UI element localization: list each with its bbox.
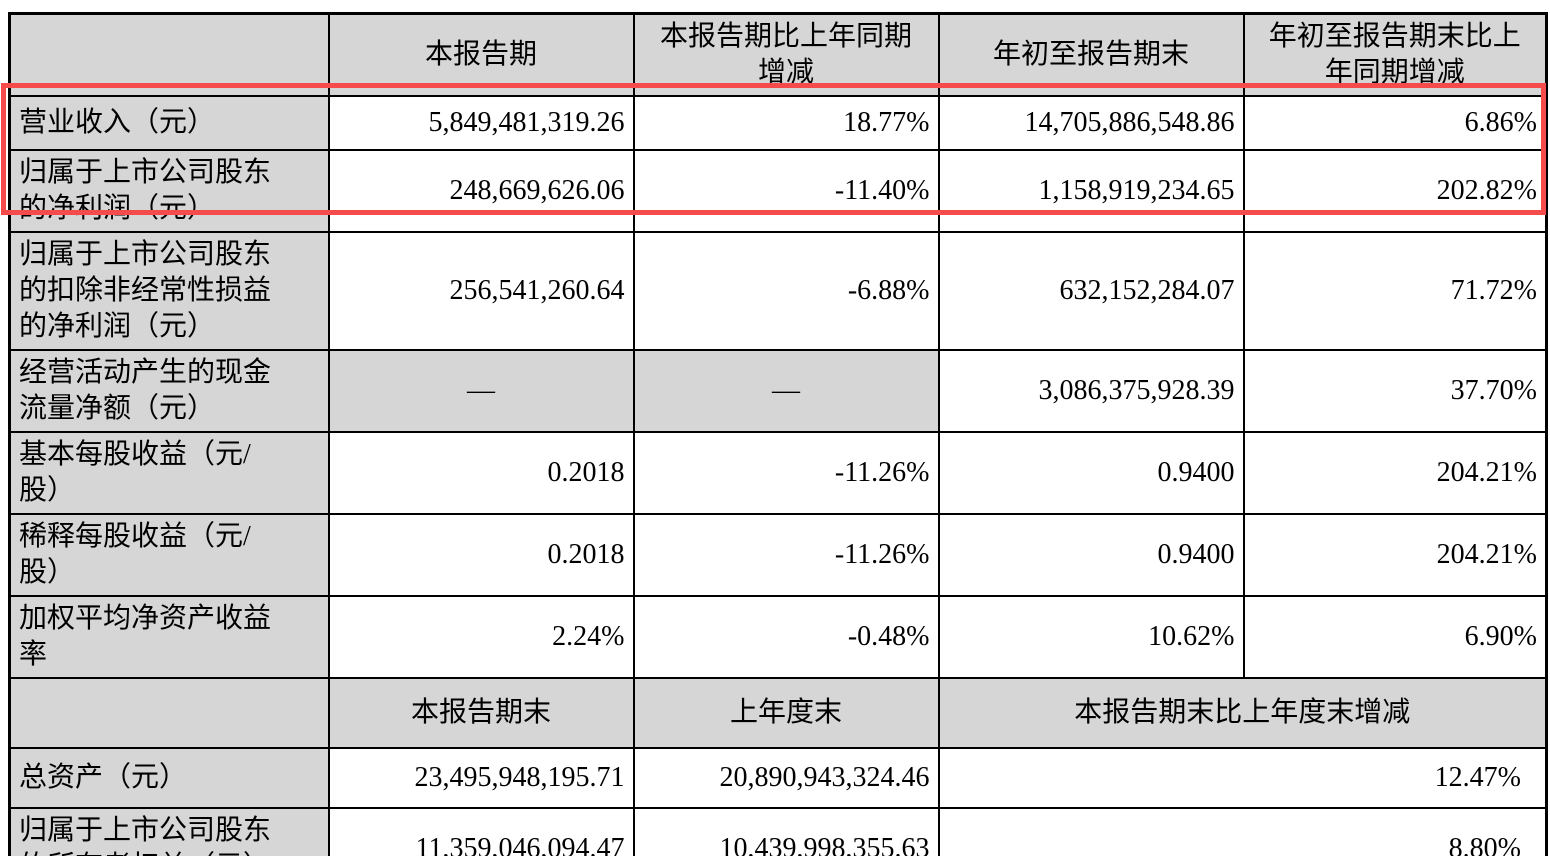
value-cell: 0.2018 xyxy=(327,431,635,515)
value-cell: 0.9400 xyxy=(937,513,1245,597)
value-cell: 3,086,375,928.39 xyxy=(937,349,1245,433)
row-label: 总资产（元） xyxy=(8,747,330,809)
value-cell: 11,359,046,094.47 xyxy=(327,807,635,856)
table-row: 基本每股收益（元/ 股） 0.2018 -11.26% 0.9400 204.2… xyxy=(8,431,1548,515)
value-cell: 204.21% xyxy=(1242,513,1548,597)
row-label: 归属于上市公司股东 的所有者权益（元） xyxy=(8,807,330,856)
value-cell: 10.62% xyxy=(937,595,1245,679)
value-cell: -11.26% xyxy=(632,513,940,597)
row-label: 基本每股收益（元/ 股） xyxy=(8,431,330,515)
value-cell: 202.82% xyxy=(1242,149,1548,233)
row-label: 加权平均净资产收益 率 xyxy=(8,595,330,679)
header-cell-current-period: 本报告期 xyxy=(327,12,635,97)
value-cell-na: — xyxy=(632,349,940,433)
value-cell: 0.2018 xyxy=(327,513,635,597)
table-row: 归属于上市公司股东 的扣除非经常性损益 的净利润（元） 256,541,260.… xyxy=(8,231,1548,351)
key-financials-table: 本报告期 本报告期比上年同期 增减 年初至报告期末 年初至报告期末比上 年同期增… xyxy=(8,12,1548,856)
value-cell: 0.9400 xyxy=(937,431,1245,515)
table-row: 营业收入（元） 5,849,481,319.26 18.77% 14,705,8… xyxy=(8,95,1548,151)
value-cell: 2.24% xyxy=(327,595,635,679)
header-cell-ytd-yoy-change: 年初至报告期末比上 年同期增减 xyxy=(1242,12,1548,97)
row-label: 营业收入（元） xyxy=(8,95,330,151)
table-row: 加权平均净资产收益 率 2.24% -0.48% 10.62% 6.90% xyxy=(8,595,1548,679)
value-cell: 1,158,919,234.65 xyxy=(937,149,1245,233)
value-cell: 10,439,998,355.63 xyxy=(632,807,940,856)
header-cell-period-end-change: 本报告期末比上年度末增减 xyxy=(937,677,1548,749)
value-cell: 248,669,626.06 xyxy=(327,149,635,233)
table-row: 稀释每股收益（元/ 股） 0.2018 -11.26% 0.9400 204.2… xyxy=(8,513,1548,597)
value-cell: -6.88% xyxy=(632,231,940,351)
table-header-row-2: 本报告期末 上年度末 本报告期末比上年度末增减 xyxy=(8,677,1548,749)
value-cell: -11.26% xyxy=(632,431,940,515)
value-cell: 8.80% xyxy=(937,807,1548,856)
value-cell: -11.40% xyxy=(632,149,940,233)
table-row: 经营活动产生的现金 流量净额（元） — — 3,086,375,928.39 3… xyxy=(8,349,1548,433)
table-row: 总资产（元） 23,495,948,195.71 20,890,943,324.… xyxy=(8,747,1548,809)
header-cell-ytd: 年初至报告期末 xyxy=(937,12,1245,97)
row-label: 经营活动产生的现金 流量净额（元） xyxy=(8,349,330,433)
value-cell: 12.47% xyxy=(937,747,1548,809)
header-cell-empty xyxy=(8,677,330,749)
value-cell: 6.86% xyxy=(1242,95,1548,151)
value-cell: -0.48% xyxy=(632,595,940,679)
value-cell: 5,849,481,319.26 xyxy=(327,95,635,151)
header-cell-period-end: 本报告期末 xyxy=(327,677,635,749)
header-cell-yoy-change: 本报告期比上年同期 增减 xyxy=(632,12,940,97)
row-label: 稀释每股收益（元/ 股） xyxy=(8,513,330,597)
value-cell-na: — xyxy=(327,349,635,433)
table-row: 归属于上市公司股东 的净利润（元） 248,669,626.06 -11.40%… xyxy=(8,149,1548,233)
value-cell: 37.70% xyxy=(1242,349,1548,433)
value-cell: 71.72% xyxy=(1242,231,1548,351)
header-cell-prior-year-end: 上年度末 xyxy=(632,677,940,749)
value-cell: 204.21% xyxy=(1242,431,1548,515)
value-cell: 23,495,948,195.71 xyxy=(327,747,635,809)
value-cell: 6.90% xyxy=(1242,595,1548,679)
value-cell: 632,152,284.07 xyxy=(937,231,1245,351)
row-label: 归属于上市公司股东 的扣除非经常性损益 的净利润（元） xyxy=(8,231,330,351)
value-cell: 256,541,260.64 xyxy=(327,231,635,351)
table-header-row-1: 本报告期 本报告期比上年同期 增减 年初至报告期末 年初至报告期末比上 年同期增… xyxy=(8,12,1548,97)
row-label: 归属于上市公司股东 的净利润（元） xyxy=(8,149,330,233)
value-cell: 20,890,943,324.46 xyxy=(632,747,940,809)
value-cell: 18.77% xyxy=(632,95,940,151)
table-row: 归属于上市公司股东 的所有者权益（元） 11,359,046,094.47 10… xyxy=(8,807,1548,856)
header-cell-empty xyxy=(8,12,330,97)
value-cell: 14,705,886,548.86 xyxy=(937,95,1245,151)
